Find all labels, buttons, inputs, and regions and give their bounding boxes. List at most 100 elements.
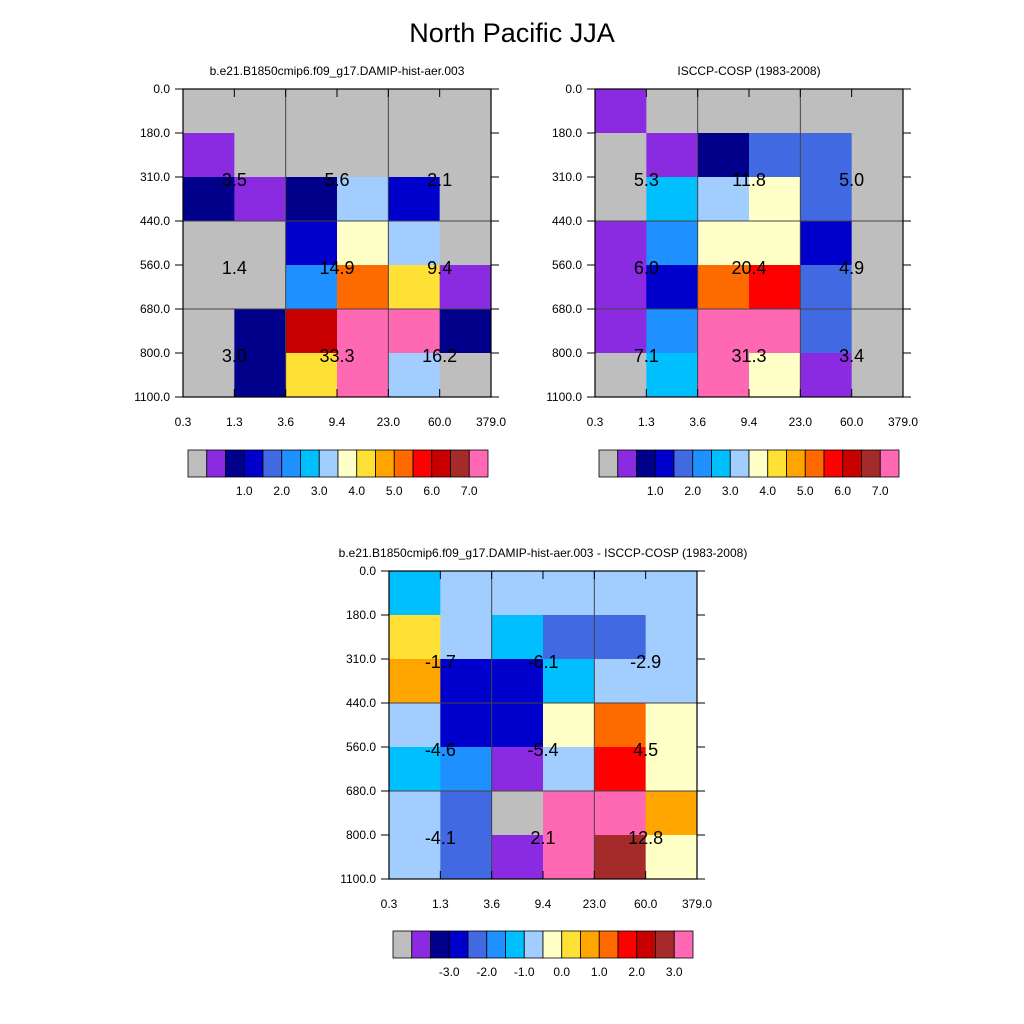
heatmap-cell: [388, 177, 441, 222]
colorbar-label: -3.0: [439, 965, 460, 979]
heatmap-cell: [749, 221, 801, 266]
heatmap-cell: [595, 221, 647, 266]
heatmap-cell: [594, 659, 647, 704]
heatmap-cell: [800, 89, 853, 134]
heatmap-cell: [337, 177, 389, 222]
heatmap-cell: [439, 221, 492, 266]
heatmap-cell: [749, 133, 801, 178]
colorbar-label: 2.0: [684, 484, 701, 498]
cell-value-label: 2.1: [530, 828, 555, 848]
heatmap-cell: [646, 221, 699, 266]
colorbar-swatch: [393, 449, 414, 478]
colorbar-swatch: [448, 930, 469, 959]
cell-value-label: -5.4: [527, 740, 558, 760]
heatmap-cell: [440, 835, 493, 880]
heatmap-cell: [749, 309, 801, 354]
heatmap-cell: [594, 747, 647, 792]
cell-value-label: 16.2: [422, 346, 457, 366]
colorbar-swatch: [225, 449, 245, 478]
heatmap-cell: [851, 177, 904, 222]
heatmap-cell: [439, 89, 492, 134]
y-tick-label: 0.0: [565, 82, 582, 96]
heatmap-cell: [337, 89, 389, 134]
colorbar-swatch: [748, 449, 769, 478]
heatmap-cell: [800, 177, 853, 222]
heatmap-cell: [234, 353, 287, 398]
y-tick-label: 680.0: [140, 302, 170, 316]
cell-value-label: 14.9: [319, 258, 354, 278]
cell-value-label: 3.4: [839, 346, 864, 366]
y-tick-label: 310.0: [552, 170, 582, 184]
heatmap-cell: [234, 89, 287, 134]
colorbar-label: 1.0: [647, 484, 664, 498]
x-tick-label: 0.3: [587, 415, 604, 429]
cell-value-label: 5.3: [634, 170, 659, 190]
x-tick-label: 1.3: [638, 415, 655, 429]
x-tick-label: 379.0: [888, 415, 918, 429]
colorbar-swatch: [542, 930, 563, 959]
colorbar-swatch: [767, 449, 787, 478]
heatmap-cell: [543, 791, 595, 836]
colorbar-swatch: [411, 930, 431, 959]
heatmap-cell: [595, 265, 647, 310]
y-tick-label: 180.0: [552, 126, 582, 140]
colorbar-label: 2.0: [628, 965, 645, 979]
x-tick-label: 379.0: [682, 897, 712, 911]
x-tick-label: 1.3: [432, 897, 449, 911]
heatmap-cell: [389, 703, 441, 748]
heatmap-cell: [337, 353, 389, 398]
cell-value-label: -4.1: [425, 828, 456, 848]
colorbar-swatch: [392, 930, 413, 959]
colorbar-label: 6.0: [834, 484, 851, 498]
heatmap-cell: [337, 309, 389, 354]
cell-value-label: 4.9: [839, 258, 864, 278]
colorbar-swatch: [617, 930, 638, 959]
heatmap-cell: [645, 703, 698, 748]
heatmap-cell: [337, 133, 389, 178]
y-tick-label: 1100.0: [340, 872, 376, 886]
cell-value-label: -6.1: [527, 652, 558, 672]
y-tick-label: 1100.0: [546, 390, 582, 404]
heatmap-cell: [183, 221, 235, 266]
colorbar-swatch: [450, 449, 470, 478]
heatmap-cell: [645, 571, 698, 616]
cell-value-label: 2.1: [427, 170, 452, 190]
heatmap-cell: [543, 659, 595, 704]
heatmap-cell: [697, 89, 750, 134]
heatmap-cell: [234, 221, 287, 266]
x-tick-label: 23.0: [583, 897, 607, 911]
heatmap-cell: [234, 309, 287, 354]
colorbar-swatch: [262, 449, 283, 478]
heatmap-cell: [440, 615, 493, 660]
heatmap-cell: [440, 659, 493, 704]
colorbar-swatch: [356, 449, 376, 478]
heatmap-cell: [646, 265, 699, 310]
x-tick-label: 60.0: [840, 415, 864, 429]
colorbar-swatch: [786, 449, 806, 478]
heatmap-cell: [543, 703, 595, 748]
y-tick-label: 310.0: [140, 170, 170, 184]
heatmap-cell: [285, 133, 338, 178]
colorbar-swatch: [523, 930, 544, 959]
heatmap-cell: [183, 133, 235, 178]
heatmap-cell: [337, 265, 389, 310]
heatmap-cell: [234, 265, 287, 310]
heatmap-cell: [543, 571, 595, 616]
heatmap-cell: [645, 835, 698, 880]
heatmap-cell: [439, 177, 492, 222]
colorbar-swatch: [243, 449, 264, 478]
heatmap-cell: [285, 265, 338, 310]
heatmap-cell: [800, 265, 853, 310]
y-tick-label: 680.0: [552, 302, 582, 316]
colorbar-swatch: [673, 930, 694, 959]
heatmap-cell: [440, 791, 493, 836]
colorbar-swatch: [187, 449, 208, 478]
colorbar-label: -1.0: [514, 965, 535, 979]
heatmap-cell: [337, 221, 389, 266]
heatmap-cell: [389, 791, 441, 836]
cell-value-label: 3.0: [222, 346, 247, 366]
heatmap-cell: [697, 133, 750, 178]
y-tick-label: 560.0: [140, 258, 170, 272]
y-tick-label: 800.0: [346, 828, 376, 842]
heatmap-cell: [595, 177, 647, 222]
